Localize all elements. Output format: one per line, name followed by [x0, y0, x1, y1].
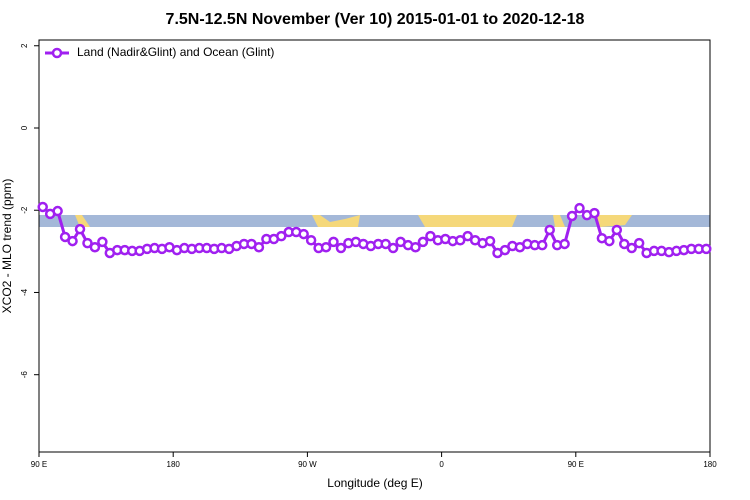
- data-point: [387, 242, 399, 254]
- data-point: [59, 231, 71, 243]
- data-point: [589, 207, 600, 219]
- data-point: [633, 237, 645, 249]
- data-point: [298, 228, 309, 240]
- x-tick-label: 90 E: [31, 460, 47, 469]
- data-point: [328, 236, 339, 248]
- data-point: [305, 234, 317, 246]
- data-point: [544, 224, 555, 236]
- data-point: [89, 241, 101, 253]
- x-tick-label: 180: [167, 460, 181, 469]
- data-point: [380, 238, 391, 250]
- data-point: [566, 210, 578, 222]
- data-point: [619, 238, 630, 250]
- data-point: [701, 243, 712, 255]
- data-point: [537, 239, 548, 251]
- data-point: [74, 223, 86, 235]
- data-point: [484, 235, 496, 247]
- legend-marker: [51, 47, 63, 59]
- data-point: [320, 241, 332, 253]
- ocean-band: [39, 215, 710, 227]
- y-tick-label: -4: [20, 288, 29, 296]
- data-point: [52, 205, 63, 217]
- y-tick-label: 2: [20, 43, 29, 48]
- data-point: [559, 238, 570, 250]
- data-point: [425, 230, 436, 242]
- data-point: [499, 244, 511, 256]
- data-point: [37, 201, 48, 213]
- data-point: [82, 237, 93, 249]
- x-axis-label: Longitude (deg E): [327, 476, 422, 490]
- x-tick-label: 90 W: [298, 460, 317, 469]
- legend-label: Land (Nadir&Glint) and Ocean (Glint): [77, 45, 274, 59]
- x-tick-label: 0: [439, 460, 444, 469]
- data-point: [335, 242, 347, 254]
- data-point: [276, 230, 287, 242]
- data-point: [67, 235, 78, 247]
- data-point: [626, 242, 637, 254]
- y-tick-label: -6: [20, 371, 29, 379]
- data-point: [417, 236, 429, 248]
- data-point: [97, 236, 108, 248]
- data-point: [253, 241, 265, 253]
- data-point: [604, 235, 615, 247]
- data-point: [462, 230, 473, 242]
- data-point: [574, 202, 585, 214]
- data-point: [611, 224, 623, 236]
- data-point: [410, 241, 421, 253]
- chart-title: 7.5N-12.5N November (Ver 10) 2015-01-01 …: [166, 11, 585, 28]
- land-shape: [75, 215, 632, 227]
- y-tick-label: -2: [20, 206, 29, 214]
- x-tick-label: 90 E: [568, 460, 584, 469]
- map-band: [39, 215, 710, 227]
- data-point: [454, 234, 466, 246]
- y-axis-label: XCO2 - MLO trend (ppm): [0, 179, 14, 314]
- y-tick-label: 0: [20, 125, 29, 130]
- x-tick-label: 180: [703, 460, 717, 469]
